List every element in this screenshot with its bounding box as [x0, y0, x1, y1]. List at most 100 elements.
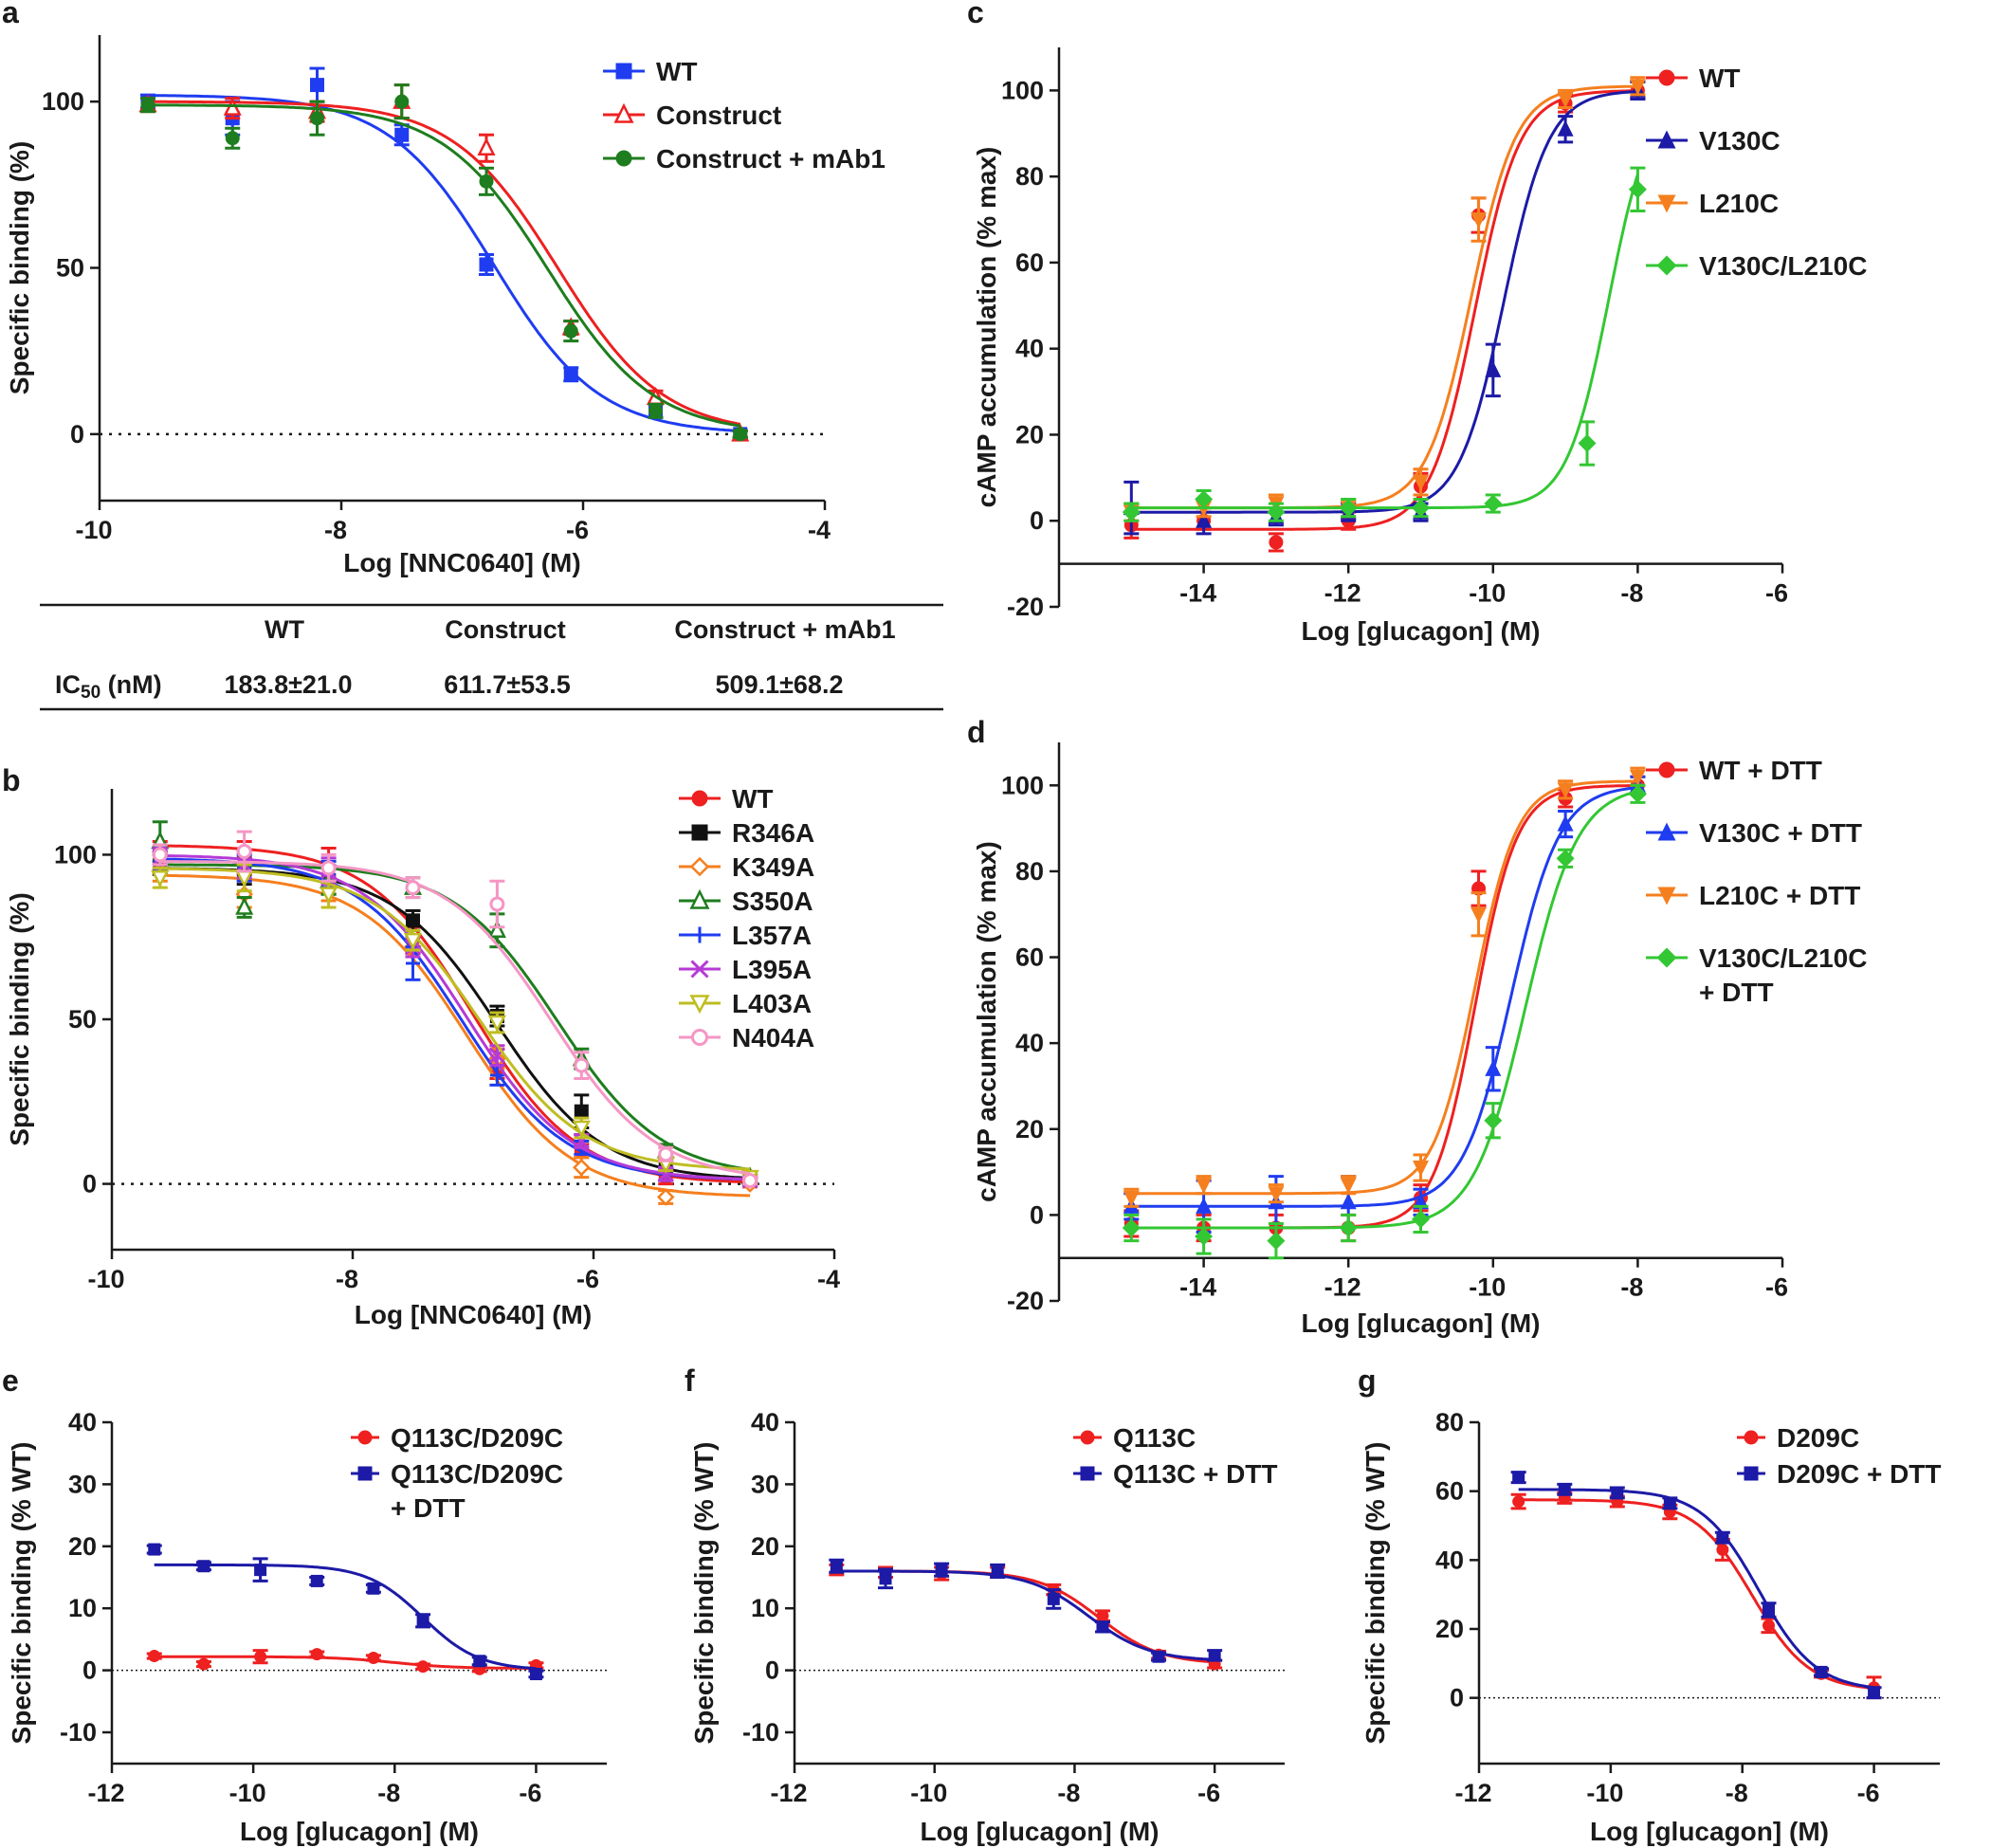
y-tick-label: 60: [1015, 248, 1044, 277]
legend-label: D209C + DTT: [1777, 1459, 1942, 1489]
marker-triangle-open: [235, 896, 254, 915]
marker-diamond: [1556, 849, 1575, 868]
fit-curve: [1131, 84, 1638, 510]
x-tick-label: -6: [576, 1265, 599, 1293]
legend-label: S350A: [732, 887, 813, 916]
marker-square: [1096, 1620, 1109, 1634]
marker-triangle-down: [1657, 194, 1676, 213]
y-tick-label: 10: [751, 1594, 779, 1622]
y-axis-title: Specific binding (% WT): [689, 1442, 719, 1745]
marker-circle-open: [152, 847, 168, 863]
marker-diamond: [1195, 1227, 1214, 1246]
marker-triangle: [1557, 814, 1574, 832]
marker-circle-open: [658, 1146, 674, 1162]
legend-item: V130C/L210C: [1646, 251, 1867, 281]
series-l210c-dtt: [1123, 766, 1646, 1208]
y-tick-label: 20: [1435, 1615, 1464, 1643]
legend-label: WT: [656, 57, 698, 86]
marker-diamond-open: [689, 856, 710, 877]
legend-label: V130C + DTT: [1699, 818, 1862, 848]
panel-e: e -10 0 10 20 30 40 -12 -10 -8 -6 Log [glucagon] (…: [2, 1363, 607, 1846]
marker-triangle: [1340, 1193, 1357, 1210]
x-tick-label: -6: [1197, 1779, 1220, 1807]
marker-triangle-down-open: [151, 869, 170, 887]
legend-label: K349A: [732, 852, 814, 882]
marker-diamond: [1628, 784, 1647, 803]
table-header-construct: Construct: [445, 615, 566, 644]
marker-diamond: [1267, 503, 1286, 521]
series-wt: [1123, 80, 1646, 553]
marker-triangle-down-open: [572, 1120, 591, 1138]
y-tick-label: 60: [1015, 943, 1044, 972]
x-tick-label: -8: [324, 516, 347, 544]
y-tick-label: 20: [751, 1532, 779, 1561]
y-tick-label: -20: [1007, 1287, 1044, 1315]
panel-letter-e: e: [2, 1363, 19, 1398]
marker-cross-b: [690, 960, 709, 979]
marker-circle: [148, 1650, 161, 1663]
x-tick-label: -8: [1057, 1779, 1080, 1807]
marker-triangle-open: [477, 137, 496, 156]
marker-circle: [1096, 1609, 1109, 1622]
panel-c: c -20 0 20 40 60 80 100 -14 -12 -10 -8 -6 Log [gluca…: [967, 0, 1867, 646]
marker-square: [991, 1564, 1004, 1578]
fit-curve: [159, 867, 751, 1171]
y-tick-label: 60: [1435, 1477, 1464, 1506]
marker-square: [1868, 1686, 1881, 1699]
legend-item: D209C: [1737, 1423, 1859, 1453]
marker-square: [529, 1668, 542, 1681]
legend-label: R346A: [732, 818, 814, 848]
legend-item: S350A: [679, 887, 813, 916]
marker-square: [406, 913, 420, 928]
marker-square: [1716, 1531, 1729, 1545]
legend-item: D209C + DTT: [1737, 1459, 1942, 1489]
legend-item: V130C + DTT: [1646, 818, 1862, 848]
marker-triangle-open: [689, 888, 710, 909]
marker-square: [1152, 1650, 1165, 1663]
marker-square: [935, 1564, 948, 1577]
legend-item: V130C/L210C + DTT: [1646, 943, 1867, 1007]
x-tick-label: -6: [1765, 1273, 1788, 1302]
marker-square: [1512, 1471, 1525, 1484]
y-tick-label: 0: [1030, 1200, 1044, 1229]
marker-circle: [197, 1657, 210, 1671]
marker-triangle: [1485, 1059, 1502, 1076]
marker-circle-open: [320, 860, 337, 876]
marker-triangle-down: [1123, 1190, 1140, 1207]
series-v130c: [1123, 80, 1646, 536]
x-axis-title: Log [glucagon] (M): [1302, 1308, 1541, 1338]
y-tick-label: 100: [1001, 771, 1044, 799]
marker-square: [148, 1543, 161, 1556]
legend-label: V130C: [1699, 126, 1781, 156]
marker-square: [563, 367, 578, 382]
x-tick-label: -10: [1586, 1779, 1623, 1807]
table-header-wt: WT: [265, 615, 304, 644]
legend-item: WT: [1646, 64, 1741, 93]
legend-item: WT: [679, 784, 774, 814]
x-axis-title: Log [NNC0640] (M): [355, 1300, 592, 1329]
legend-item: L395A: [679, 955, 812, 984]
marker-square: [1762, 1603, 1775, 1617]
marker-triangle-down: [1196, 1178, 1213, 1195]
marker-square: [1558, 1483, 1571, 1496]
fit-curve: [836, 1569, 1215, 1661]
marker-diamond: [1628, 180, 1647, 199]
marker-diamond: [1122, 1218, 1141, 1237]
marker-circle: [394, 94, 410, 109]
marker-square: [473, 1655, 486, 1668]
y-axis-title: Specific binding (% WT): [7, 1442, 36, 1745]
marker-diamond: [1656, 947, 1677, 968]
x-tick-label: -10: [910, 1779, 947, 1807]
marker-circle: [1716, 1543, 1729, 1556]
marker-circle: [615, 150, 632, 167]
y-tick-label: -10: [742, 1718, 779, 1747]
x-tick-label: -12: [87, 1779, 124, 1807]
plot-area-b: 0 50 100 -10 -8 -6 -4 Log [NNC0640] (M) Specific…: [5, 784, 840, 1329]
marker-square: [416, 1614, 429, 1627]
y-tick-label: 100: [54, 840, 97, 869]
y-tick-label: 100: [42, 87, 84, 116]
panel-g: g 0 20 40 60 80 -12 -10 -8 -6 Log [glucagon] (M) S…: [1358, 1363, 1942, 1846]
fit-curve: [1131, 174, 1639, 510]
legend-label: L357A: [732, 921, 812, 950]
legend-item: L210C + DTT: [1646, 881, 1860, 910]
